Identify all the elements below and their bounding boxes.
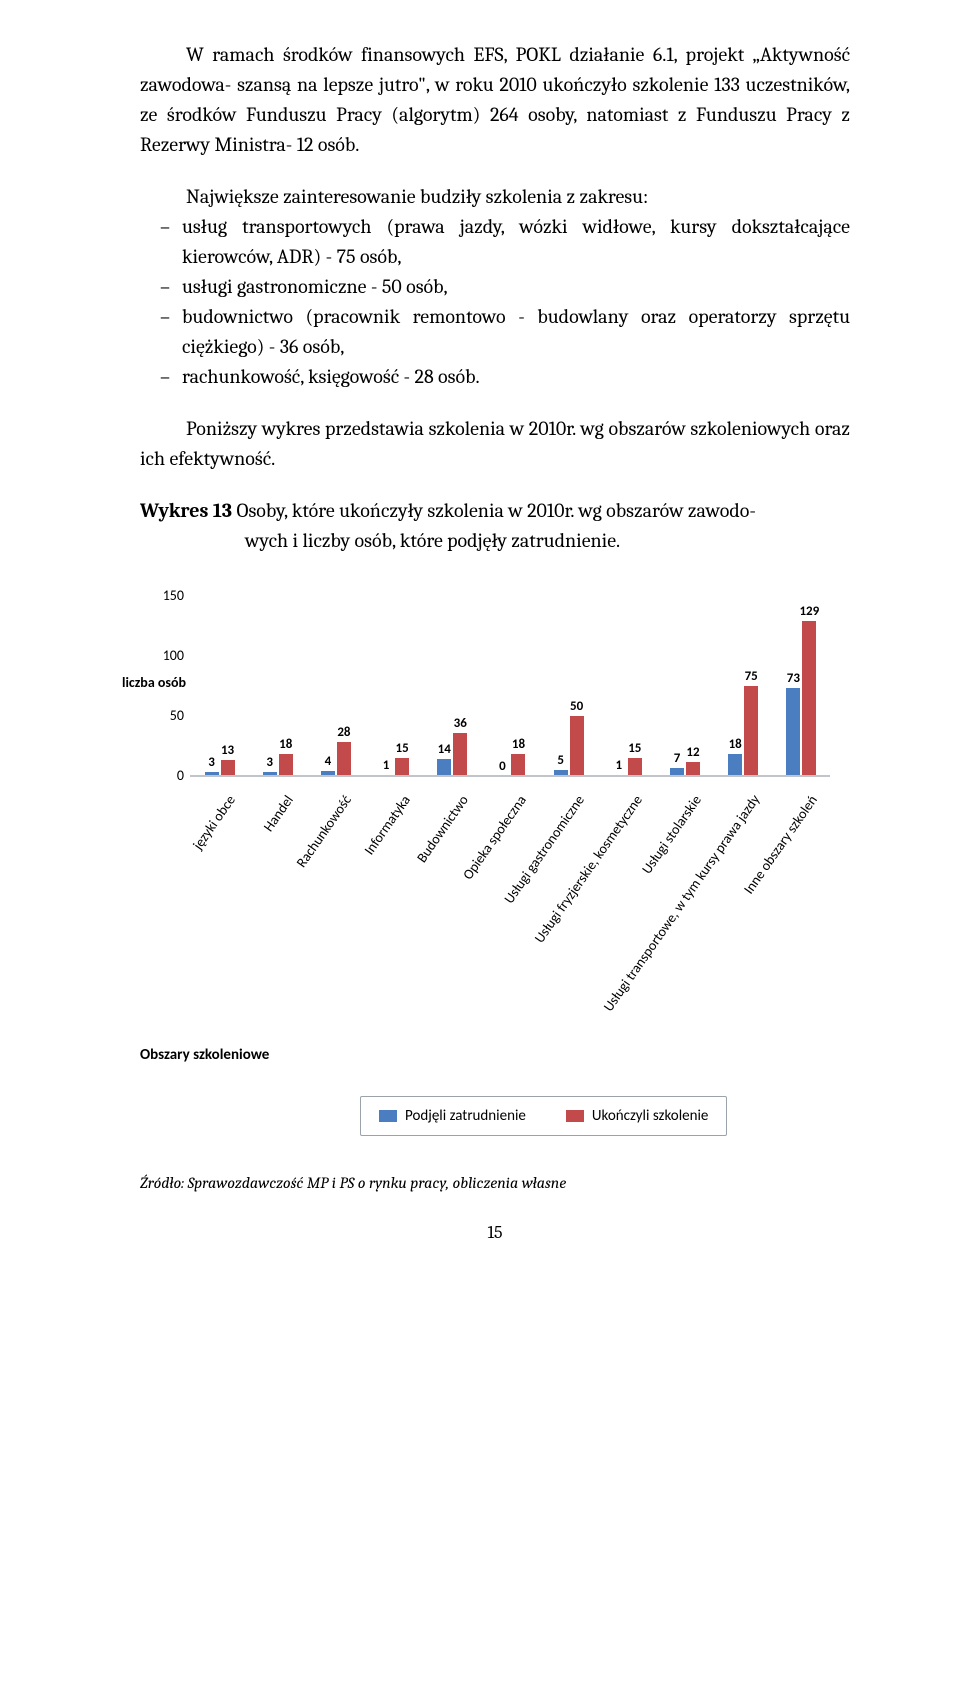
y-tick-label: 150 — [156, 587, 184, 604]
bar-value-label: 18 — [271, 737, 301, 752]
list-item: usługi gastronomiczne - 50 osób, — [140, 272, 850, 302]
bar-value-label: 15 — [387, 741, 417, 756]
bar-chart: liczba osób 3133184281151436018550115712… — [140, 576, 850, 1156]
source-note: Źródło: Sprawozdawczość MP i PS o rynku … — [140, 1174, 850, 1192]
interest-list: usług transportowych (prawa jazdy, wózki… — [140, 212, 850, 392]
bar — [628, 758, 642, 776]
legend-label: Podjęli zatrudnienie — [405, 1107, 526, 1125]
bar-value-label: 75 — [736, 669, 766, 684]
legend-item: Podjęli zatrudnienie — [379, 1107, 526, 1125]
page-number: 15 — [140, 1222, 850, 1243]
bar-value-label: 129 — [794, 604, 824, 619]
bar — [570, 716, 584, 776]
bar — [728, 754, 742, 776]
chart-title-rest: Osoby, które ukończyły szkolenia w 2010r… — [232, 499, 756, 522]
list-item: budownictwo (pracownik remontowo - budow… — [140, 302, 850, 362]
x-axis-title: Obszary szkoleniowe — [140, 1046, 269, 1064]
bar — [279, 754, 293, 776]
bar-value-label: 18 — [503, 737, 533, 752]
bar — [786, 688, 800, 776]
bar-value-label: 12 — [678, 745, 708, 760]
bar — [802, 621, 816, 776]
legend-label: Ukończyli szkolenie — [592, 1107, 709, 1125]
y-tick-label: 50 — [156, 707, 184, 724]
y-tick-label: 0 — [156, 767, 184, 784]
bar-value-label: 13 — [213, 743, 243, 758]
bar — [453, 733, 467, 776]
bar — [686, 762, 700, 776]
legend-swatch — [566, 1110, 584, 1122]
bar-value-label: 15 — [620, 741, 650, 756]
bar-value-label: 28 — [329, 725, 359, 740]
list-item: rachunkowość, księgowość - 28 osób. — [140, 362, 850, 392]
bar — [395, 758, 409, 776]
bar-value-label: 50 — [562, 699, 592, 714]
paragraph-chart-intro: Poniższy wykres przedstawia szkolenia w … — [140, 414, 850, 474]
bar — [437, 759, 451, 776]
paragraph-interest-intro: Największe zainteresowanie budziły szkol… — [140, 182, 850, 212]
bar-value-label: 36 — [445, 716, 475, 731]
chart-title: Wykres 13 Osoby, które ukończyły szkolen… — [140, 496, 850, 556]
list-item: usług transportowych (prawa jazdy, wózki… — [140, 212, 850, 272]
chart-container: liczba osób 3133184281151436018550115712… — [140, 576, 850, 1156]
bar — [221, 760, 235, 776]
chart-title-lead: Wykres 13 — [140, 499, 232, 522]
bar — [511, 754, 525, 776]
y-axis-label: liczba osób — [122, 674, 186, 691]
y-tick-label: 100 — [156, 647, 184, 664]
chart-title-line2: wych i liczby osób, które podjęły zatrud… — [140, 526, 850, 556]
x-axis-line — [190, 775, 830, 777]
bar — [337, 742, 351, 776]
legend-swatch — [379, 1110, 397, 1122]
legend-item: Ukończyli szkolenie — [566, 1107, 709, 1125]
paragraph-intro: W ramach środków finansowych EFS, POKL d… — [140, 40, 850, 160]
chart-legend: Podjęli zatrudnienie Ukończyli szkolenie — [360, 1096, 727, 1136]
bar — [744, 686, 758, 776]
